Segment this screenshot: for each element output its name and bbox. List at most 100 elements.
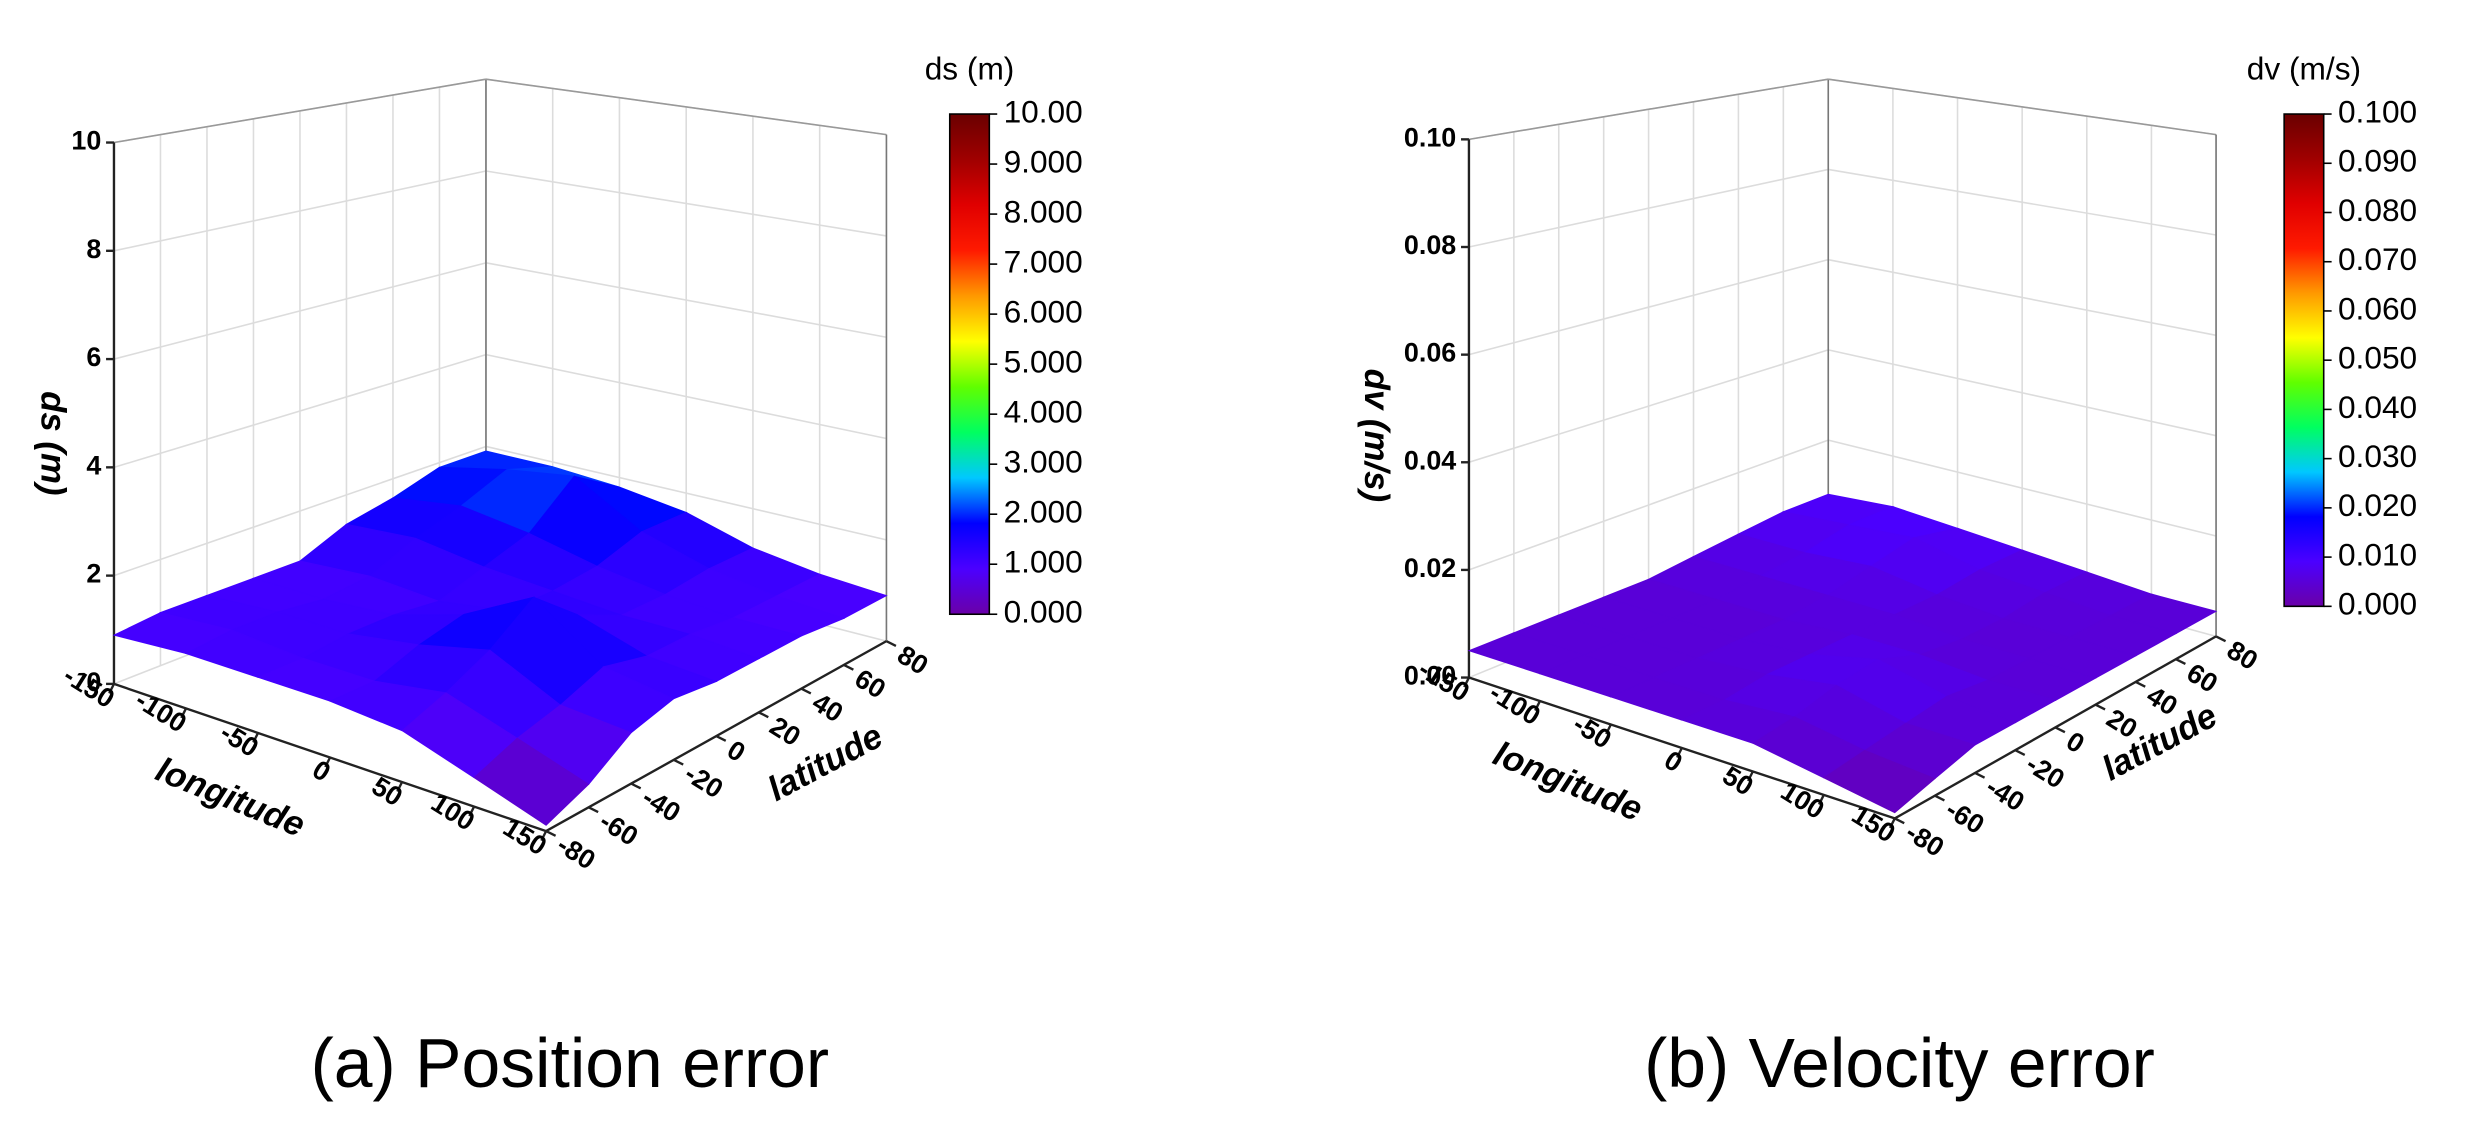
surface-cell xyxy=(439,450,553,471)
colorbar xyxy=(948,113,991,616)
y-tick-label: 60 xyxy=(850,663,891,704)
tick-mark xyxy=(468,806,476,817)
colorbar-tick-label: 0.050 xyxy=(2338,340,2417,376)
x-tick-label: -100 xyxy=(130,685,192,739)
axis-line xyxy=(1468,78,1829,141)
tick-mark xyxy=(1894,817,1905,825)
colorbar-tick-label: 0.000 xyxy=(1004,594,1083,630)
colorbar xyxy=(2283,113,2325,608)
colorbar-tick-label: 10.00 xyxy=(1004,93,1083,129)
y-tick-label: 0 xyxy=(2061,726,2090,759)
x-tick-label: -50 xyxy=(215,717,264,763)
z-tick-label: 0.08 xyxy=(1404,230,1456,260)
y-tick-label: 0 xyxy=(722,734,751,767)
y-tick-label: -80 xyxy=(1900,817,1949,863)
tick-mark xyxy=(1746,770,1754,782)
y-tick-label: 80 xyxy=(2222,635,2263,676)
x-axis-label: longitude xyxy=(1488,734,1648,829)
tick-mark xyxy=(843,663,854,671)
z-tick-label: 8 xyxy=(86,234,101,264)
colorbar-tick-label: 6.000 xyxy=(1004,293,1083,329)
x-tick-label: 0 xyxy=(307,754,336,787)
colorbar-tick-label: 8.000 xyxy=(1004,193,1083,229)
y-tick-label: -40 xyxy=(637,782,686,828)
y-tick-label: -40 xyxy=(1981,771,2030,817)
y-tick-label: -60 xyxy=(1941,794,1990,840)
tick-mark xyxy=(1463,677,1471,688)
z-tick-label: 10 xyxy=(71,126,101,156)
tick-mark xyxy=(588,806,599,814)
z-tick-label: 0.00 xyxy=(1404,661,1456,691)
tick-mark xyxy=(630,782,642,790)
surface-cell xyxy=(1822,749,1936,814)
colorbar-tick-label: 0.010 xyxy=(2338,536,2417,572)
y-tick-label: -20 xyxy=(679,758,728,804)
x-tick-label: -100 xyxy=(1484,677,1546,731)
tick-mark xyxy=(1676,747,1683,759)
colorbar-tick-label: 1.000 xyxy=(1004,544,1083,580)
tick-mark xyxy=(758,711,769,719)
colorbar-title: dv (m/s) xyxy=(2247,51,2361,87)
z-tick-label: 0.02 xyxy=(1404,553,1456,583)
colorbar-tick-label: 0.020 xyxy=(2338,487,2417,523)
y-tick-label: 80 xyxy=(892,639,933,680)
x-tick-label: 50 xyxy=(367,771,408,812)
colorbar-tick-label: 9.000 xyxy=(1004,143,1083,179)
tick-mark xyxy=(2095,703,2106,711)
tick-mark xyxy=(1605,723,1612,735)
axis-line xyxy=(113,78,487,144)
colorbar-tick-label: 0.030 xyxy=(2338,438,2417,474)
surface-cell xyxy=(473,737,590,826)
colorbar-tick-label: 3.000 xyxy=(1004,444,1083,480)
tick-mark xyxy=(252,732,260,743)
y-tick-label: 40 xyxy=(807,687,848,728)
x-axis-label: longitude xyxy=(150,750,310,845)
colorbar-tick-label: 0.040 xyxy=(2338,389,2417,425)
colorbar-tick-label: 0.070 xyxy=(2338,241,2417,277)
z-axis-label: ds (m) xyxy=(33,391,72,495)
y-tick-label: 60 xyxy=(2182,657,2223,698)
tick-mark xyxy=(2135,680,2146,688)
z-tick-label: 0 xyxy=(86,667,101,697)
colorbar-title: ds (m) xyxy=(925,51,1015,87)
tick-mark xyxy=(396,781,404,793)
tick-mark xyxy=(1534,700,1541,712)
tick-mark xyxy=(800,687,812,695)
tick-mark xyxy=(545,830,557,837)
x-tick-label: 100 xyxy=(1776,776,1830,825)
tick-mark xyxy=(2175,658,2186,665)
y-tick-label: 20 xyxy=(765,711,806,752)
tick-mark xyxy=(1888,817,1896,829)
tick-mark xyxy=(1934,794,1945,802)
tick-mark xyxy=(2054,726,2066,734)
x-tick-label: 100 xyxy=(426,787,480,836)
x-tick-label: 0 xyxy=(1659,745,1688,778)
tick-mark xyxy=(885,640,897,647)
y-tick-label: -60 xyxy=(594,806,643,852)
colorbar-tick-label: 4.000 xyxy=(1004,394,1083,430)
z-tick-label: 4 xyxy=(86,450,101,480)
colorbar-tick-label: 5.000 xyxy=(1004,343,1083,379)
tick-mark xyxy=(108,683,116,694)
caption: (b) Velocity error xyxy=(1644,1024,2155,1102)
colorbar-tick-label: 0.000 xyxy=(2338,586,2417,622)
colorbar-tick-label: 0.060 xyxy=(2338,290,2417,326)
x-tick-label: 50 xyxy=(1717,760,1758,801)
y-tick-label: -20 xyxy=(2021,749,2070,795)
z-tick-label: 2 xyxy=(86,559,101,589)
z-axis-label: dv (m/s) xyxy=(1357,369,1396,502)
z-tick-label: 0.04 xyxy=(1404,445,1456,475)
tick-mark xyxy=(715,735,727,742)
z-tick-label: 0.10 xyxy=(1404,122,1456,152)
tick-mark xyxy=(2014,749,2026,756)
colorbar-tick-label: 2.000 xyxy=(1004,494,1083,530)
colorbar-tick-label: 0.080 xyxy=(2338,192,2417,228)
x-tick-label: -50 xyxy=(1568,709,1617,755)
colorbar-tick-label: 0.100 xyxy=(2338,93,2417,129)
tick-mark xyxy=(673,758,684,766)
z-tick-label: 6 xyxy=(86,342,101,372)
axis-line xyxy=(485,78,887,136)
axis-line xyxy=(1828,78,2217,136)
